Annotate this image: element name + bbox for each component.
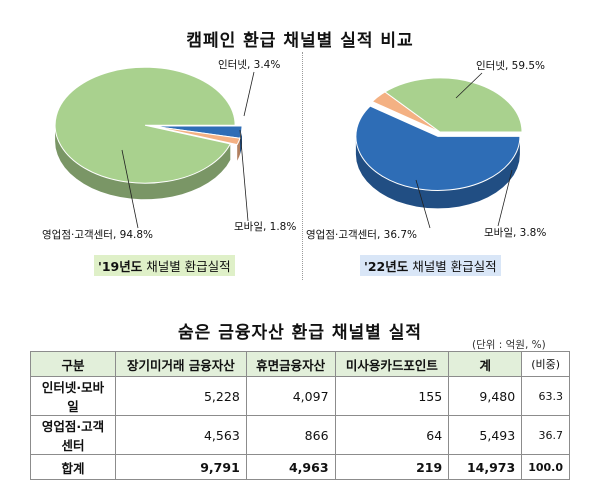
chart-title: 캠페인 환급 채널별 실적 비교 [186,31,414,51]
header-long-dormant: 장기미거래 금융자산 [115,351,247,377]
caption-year: '22년도 [364,259,409,274]
pie-slice [151,125,241,146]
pie-slice [355,105,521,191]
table-header-row: 구분 장기미거래 금융자산 휴면금융자산 미사용카드포인트 계 (비중) [30,351,570,377]
row-label: 합계 [30,454,116,480]
pie-panel-2022: 인터넷, 59.5% 모바일, 3.8% 영업점·고객센터, 36.7% [306,52,574,280]
slice-label: 영업점·고객센터, 94.8% [42,228,153,241]
leader-line [239,129,249,222]
cell: 219 [334,454,450,480]
cell: 5,493 [448,415,523,455]
pie-chart-2019: 인터넷, 3.4% 모바일, 1.8% 영업점·고객센터, 94.8% [42,59,296,241]
slice-label: 영업점·고객센터, 36.7% [306,228,417,241]
pie-chart-2022: 인터넷, 59.5% 모바일, 3.8% 영업점·고객센터, 36.7% [306,60,546,241]
unit-note: (단위 : 억원, %) [472,339,546,351]
header-share: (비중) [521,351,570,377]
row-label: 영업점·고객센터 [30,415,116,455]
table-row-total: 합계 9,791 4,963 219 14,973 100.0 [30,454,570,480]
cell-share: 36.7 [521,415,570,455]
pie-sides [355,136,520,209]
leader-line [415,179,431,229]
table-row: 영업점·고객센터 4,563 866 64 5,493 36.7 [30,415,570,455]
slice-label: 모바일, 1.8% [234,220,296,233]
pie-side [355,136,520,209]
cell: 9,791 [115,454,247,480]
pie-caption-2022: '22년도 채널별 환급실적 [360,255,501,276]
pie-slice [54,66,236,184]
header-card-points: 미사용카드포인트 [334,351,450,377]
cell-share: 100.0 [521,454,570,480]
cell: 9,480 [448,376,523,416]
cell: 155 [334,376,450,416]
slice-label: 인터넷, 59.5% [476,60,545,72]
cell: 14,973 [448,454,523,480]
cell: 5,228 [115,376,247,416]
pie-panel-2019: 인터넷, 3.4% 모바일, 1.8% 영업점·고객센터, 94.8% [22,52,303,280]
pie-caption-2019: '19년도 채널별 환급실적 [94,255,235,276]
header-sum: 계 [448,351,523,377]
table-row: 인터넷·모바일 5,228 4,097 155 9,480 63.3 [30,376,570,416]
header-dormant: 휴면금융자산 [245,351,336,377]
pie-side [55,125,231,200]
table-title: 숨은 금융자산 환급 채널별 실적 [178,323,422,343]
cell-share: 63.3 [521,376,570,416]
cell: 4,963 [245,454,336,480]
caption-text: 채널별 환급실적 [408,259,497,274]
pie-slice [384,77,523,133]
cell: 4,097 [245,376,336,416]
leader-line [243,71,255,117]
leader-line [455,72,483,99]
caption-year: '19년도 [98,259,143,274]
cell: 4,563 [115,415,247,455]
channel-table: 구분 장기미거래 금융자산 휴면금융자산 미사용카드포인트 계 (비중) 인터넷… [30,351,570,480]
row-label: 인터넷·모바일 [30,376,116,416]
leader-line [497,169,513,227]
leader-line [121,149,139,229]
cell: 866 [245,415,336,455]
slice-label: 인터넷, 3.4% [218,59,280,71]
header-category: 구분 [30,351,116,377]
caption-text: 채널별 환급실적 [142,259,231,274]
slice-label: 모바일, 3.8% [484,226,546,239]
cell: 64 [334,415,450,455]
